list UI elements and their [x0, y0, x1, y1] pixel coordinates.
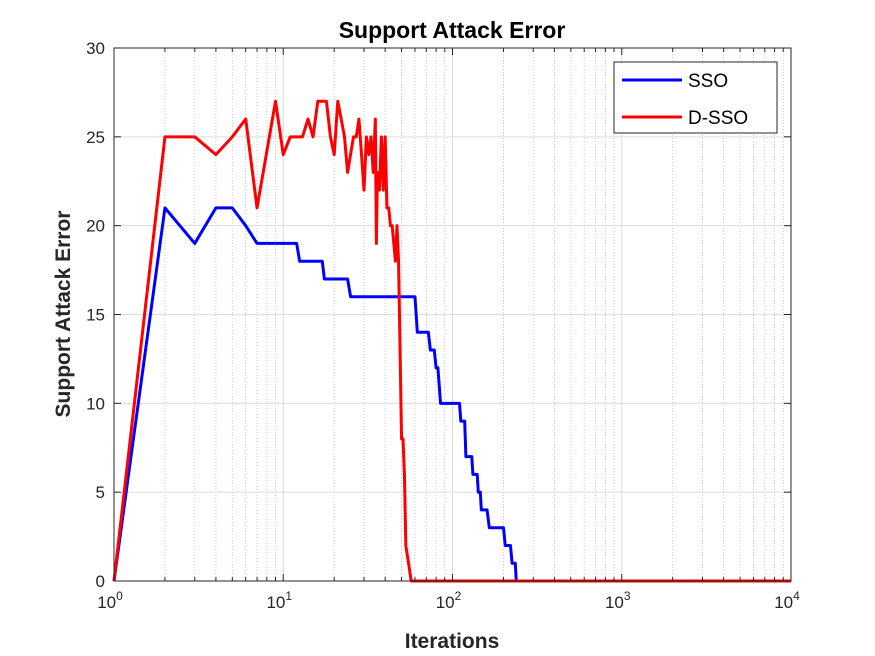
- legend-label-d-sso: D-SSO: [688, 108, 748, 129]
- y-axis-label: Support Attack Error: [52, 211, 75, 418]
- y-tick-label: 10: [86, 394, 105, 413]
- x-tick-label: 102: [436, 589, 462, 612]
- chart-title: Support Attack Error: [339, 17, 566, 43]
- series-line-sso: [112, 206, 791, 583]
- x-tick-label: 104: [774, 589, 800, 612]
- axis-ticks: 100 101 102 103 104 0 5 10 15 20 25 30: [86, 39, 800, 612]
- y-tick-label: 15: [86, 306, 105, 325]
- legend: SSO D-SSO: [613, 61, 778, 134]
- y-tick-label: 25: [86, 128, 105, 147]
- legend-label-sso: SSO: [688, 71, 728, 92]
- y-tick-label: 5: [96, 483, 105, 502]
- y-tick-label: 30: [86, 39, 105, 58]
- series-layer: [112, 99, 791, 583]
- x-tick-label: 100: [97, 589, 123, 612]
- series-line-d-sso: [112, 99, 791, 583]
- y-tick-label: 20: [86, 217, 105, 236]
- y-tick-label: 0: [96, 572, 105, 591]
- legend-box: [613, 61, 778, 134]
- x-tick-label: 103: [605, 589, 631, 612]
- x-tick-label: 101: [266, 589, 292, 612]
- x-axis-label: Iterations: [405, 630, 500, 653]
